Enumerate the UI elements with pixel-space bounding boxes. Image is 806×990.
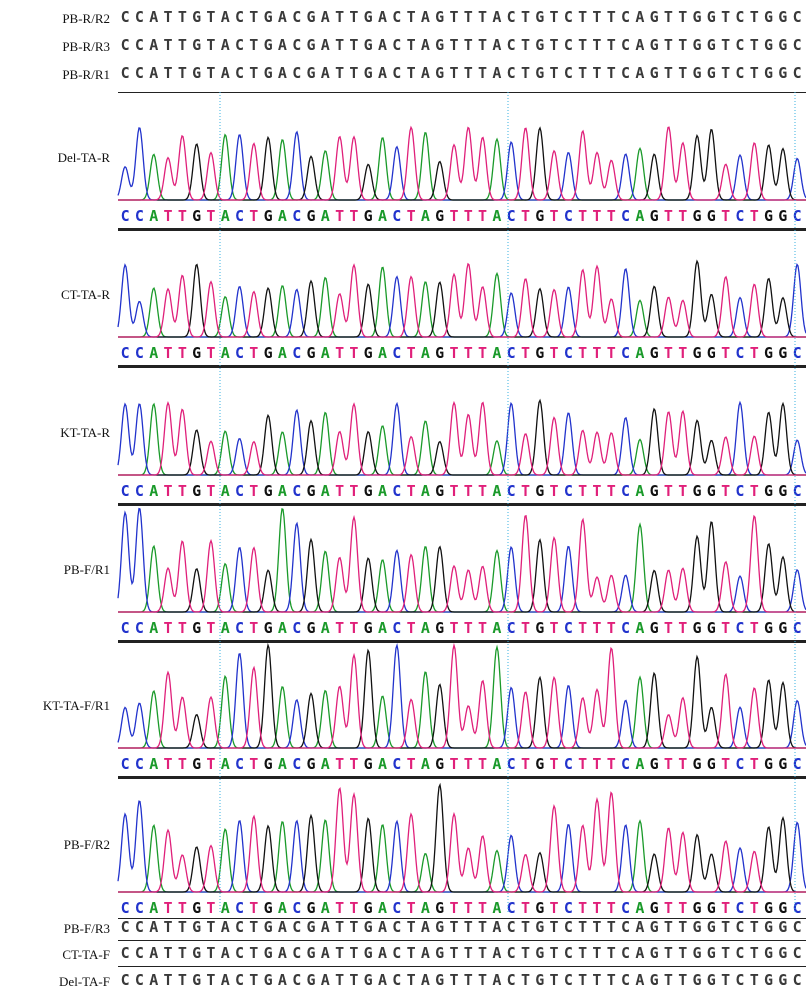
separator <box>118 503 806 506</box>
trace-curve <box>118 645 806 748</box>
trace-curve <box>118 820 806 892</box>
chromatogram <box>0 370 806 490</box>
trace-curve <box>118 400 806 475</box>
chromatogram <box>0 95 806 215</box>
row-label: CT-TA-F <box>0 947 110 963</box>
trace-curve <box>118 801 806 892</box>
figure: PB-R/R2 CCATTGTACTGACGATTGACTAGTTTACTGTCT… <box>0 0 806 990</box>
chromatogram <box>0 782 806 902</box>
row-label: PB-R/R1 <box>0 67 110 83</box>
separator <box>118 228 806 231</box>
trace-curve <box>118 265 806 338</box>
separator <box>118 92 806 93</box>
trace-curve <box>118 645 806 748</box>
trace-curve <box>118 509 806 612</box>
chromatogram <box>0 232 806 352</box>
trace-curve <box>118 264 806 337</box>
trace-curve <box>118 647 806 748</box>
trace-curve <box>118 404 806 475</box>
chromatogram <box>0 507 806 627</box>
trace-curve <box>118 261 806 337</box>
separator <box>118 940 806 941</box>
chromatogram <box>0 643 806 763</box>
separator <box>118 776 806 779</box>
trace-curve <box>118 516 806 612</box>
trace-curve <box>118 267 806 337</box>
trace-curve <box>118 403 806 476</box>
separator <box>118 966 806 967</box>
row-label: PB-R/R3 <box>0 39 110 55</box>
trace-curve <box>118 645 806 748</box>
row-label: PB-F/R3 <box>0 921 110 937</box>
trace-curve <box>118 133 806 200</box>
trace-curve <box>118 509 806 612</box>
trace-curve <box>118 789 806 893</box>
row-label: PB-R/R2 <box>0 11 110 27</box>
separator <box>118 365 806 368</box>
trace-curve <box>118 403 806 475</box>
row-label: Del-TA-F <box>0 974 110 990</box>
